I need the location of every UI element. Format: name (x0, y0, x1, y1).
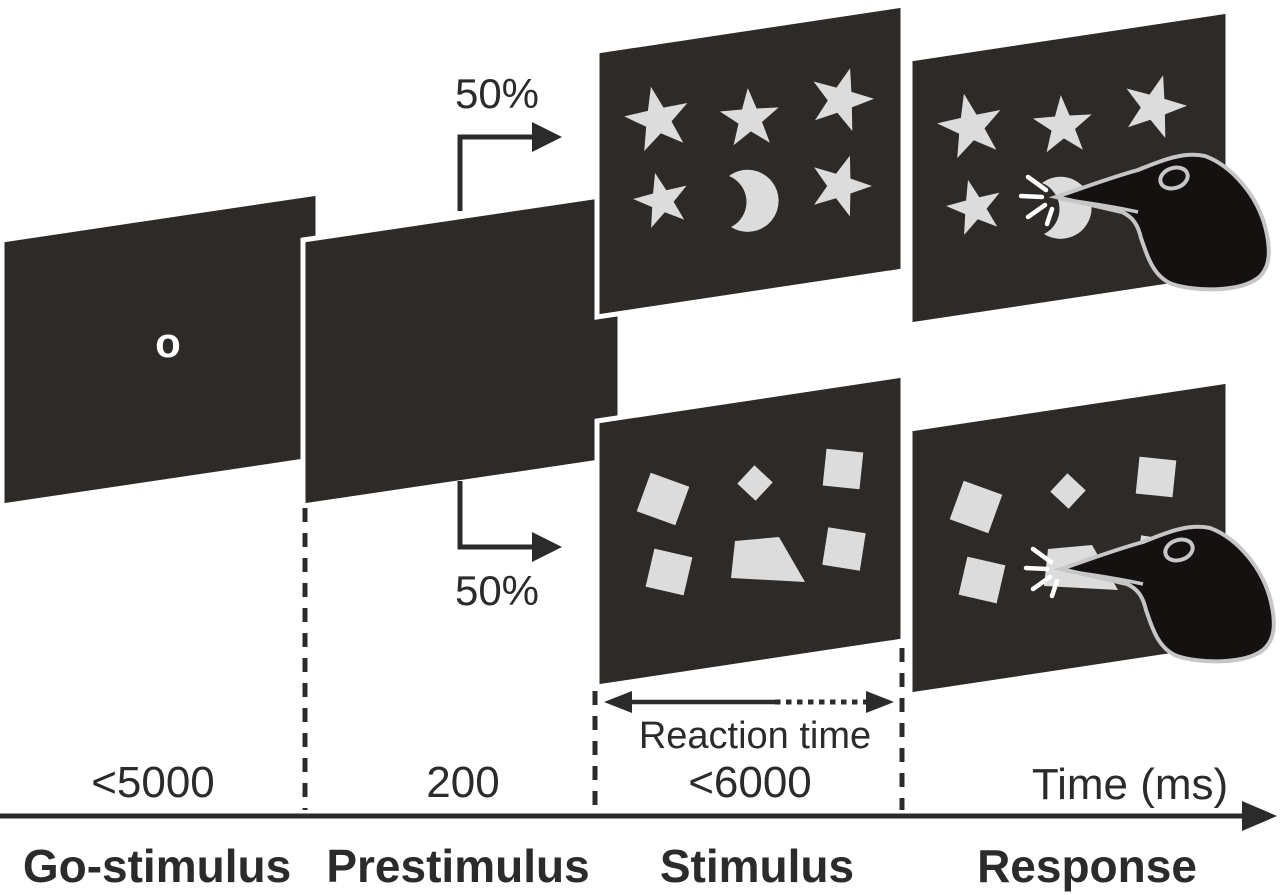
arrowhead-icon (604, 691, 632, 713)
time-axis-arrowhead-icon (1242, 801, 1277, 831)
branch-bottom-probability: 50% (455, 567, 539, 614)
squares-stimulus (636, 448, 866, 596)
go-stimulus-dot: o (155, 319, 181, 366)
beak-line-icon (1059, 197, 1139, 214)
time-axis-label: Time (ms) (1032, 760, 1228, 809)
phase-label-prestimulus: Prestimulus (326, 840, 589, 892)
reaction-time-value: <6000 (688, 758, 812, 807)
branch-top-probability: 50% (455, 70, 539, 117)
square-icon (949, 480, 1003, 534)
square-icon (737, 465, 773, 501)
square-icon (1050, 473, 1086, 509)
prestimulus-duration: 200 (426, 758, 499, 807)
star-icon (1126, 75, 1187, 138)
star-icon (814, 155, 872, 217)
square-icon (1135, 456, 1177, 498)
star-icon (624, 86, 688, 152)
reaction-time-arrow (604, 691, 894, 713)
go-stimulus-duration: <5000 (91, 758, 215, 807)
arrowhead-icon (532, 122, 562, 152)
stars-moon-stimulus (624, 68, 874, 232)
star-icon (937, 93, 1001, 159)
phase-label-stimulus: Stimulus (660, 840, 854, 892)
star-icon (813, 68, 874, 131)
reaction-time-label: Reaction time (639, 715, 871, 757)
square-icon (636, 472, 690, 526)
moon-icon (729, 169, 779, 232)
arrowhead-icon (866, 691, 894, 713)
star-icon (633, 172, 687, 228)
square-icon (822, 527, 866, 571)
phase-label-response: Response (977, 840, 1197, 892)
stimulus-screen-squares (594, 372, 906, 690)
quadrilateral-icon (731, 537, 805, 582)
bird-head-icon (1018, 152, 1271, 292)
square-icon (958, 556, 1006, 604)
arrowhead-icon (532, 532, 562, 562)
star-icon (1032, 95, 1092, 153)
prestimulus-screen (300, 190, 623, 509)
branch-arrow-top (457, 122, 562, 211)
square-icon (645, 548, 693, 596)
phase-label-go-stimulus: Go-stimulus (23, 840, 291, 892)
stimulus-screen-stars (594, 2, 906, 320)
bird-eye-icon (1158, 165, 1190, 191)
star-icon (946, 179, 1000, 235)
star-icon (719, 88, 779, 146)
branch-arrow-bottom (457, 481, 562, 562)
peck-impact-icon (1018, 174, 1055, 227)
square-icon (822, 448, 864, 490)
